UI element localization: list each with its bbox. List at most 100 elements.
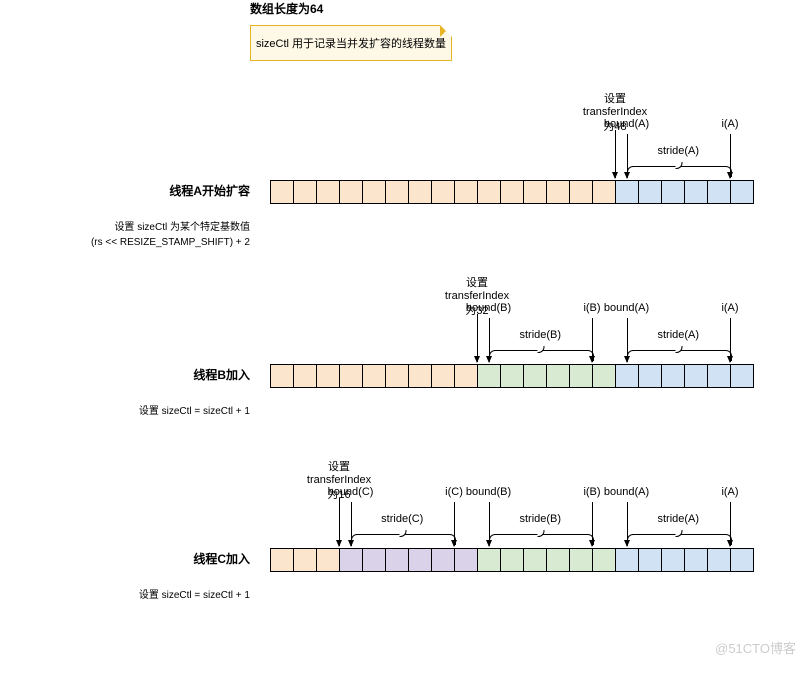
section: 线程A开始扩容设置 sizeCtl 为某个特定基数值(rs << RESIZE_… — [20, 20, 786, 244]
cell — [707, 180, 731, 204]
stride-brace — [351, 534, 457, 545]
cell — [316, 364, 340, 388]
cell — [293, 548, 317, 572]
stride-label: stride(A) — [657, 145, 699, 157]
pointer-label: bound(A) — [604, 118, 649, 130]
row-label: 线程A开始扩容 — [20, 182, 250, 199]
cell — [477, 364, 501, 388]
cell — [270, 548, 294, 572]
stride-brace — [627, 534, 733, 545]
cell — [592, 180, 616, 204]
cell — [339, 364, 363, 388]
cell — [546, 180, 570, 204]
arrow — [339, 498, 340, 546]
row-sublabel: 设置 sizeCtl = sizeCtl + 1 — [20, 398, 250, 417]
section: 线程B加入设置 sizeCtl = sizeCtl + 1设置 transfer… — [20, 274, 786, 428]
array-cells — [270, 180, 754, 204]
cell — [385, 364, 409, 388]
array-cells — [270, 364, 754, 388]
row-label: 线程C加入 — [20, 550, 250, 567]
cell — [454, 180, 478, 204]
cell — [730, 548, 754, 572]
cell — [431, 548, 455, 572]
cell — [408, 364, 432, 388]
cell — [362, 364, 386, 388]
cell — [316, 548, 340, 572]
cell — [615, 364, 639, 388]
cell — [385, 548, 409, 572]
cell — [431, 180, 455, 204]
pointer-label: i(B) — [583, 486, 600, 498]
array-cells — [270, 548, 754, 572]
stride-label: stride(C) — [381, 513, 423, 525]
cell — [500, 548, 524, 572]
cell — [638, 364, 662, 388]
row-sublabel: 设置 sizeCtl 为某个特定基数值(rs << RESIZE_STAMP_S… — [20, 214, 250, 248]
title: 数组长度为64 — [250, 0, 323, 17]
row-label: 线程B加入 — [20, 366, 250, 383]
stride-label: stride(B) — [519, 329, 561, 341]
pointer-label: i(B) — [583, 302, 600, 314]
pointer-label: bound(A) — [604, 302, 649, 314]
cell — [684, 364, 708, 388]
cell — [316, 180, 340, 204]
cell — [707, 364, 731, 388]
cell — [477, 180, 501, 204]
section: 线程C加入设置 sizeCtl = sizeCtl + 1设置 transfer… — [20, 458, 786, 612]
cell — [523, 364, 547, 388]
cell — [615, 180, 639, 204]
cell — [615, 548, 639, 572]
cell — [684, 548, 708, 572]
cell — [638, 180, 662, 204]
cell — [408, 548, 432, 572]
cell — [569, 180, 593, 204]
cell — [270, 364, 294, 388]
cell — [270, 180, 294, 204]
cell — [293, 180, 317, 204]
pointer-label: bound(C) — [328, 486, 374, 498]
pointer-label: i(A) — [721, 118, 738, 130]
stride-label: stride(B) — [519, 513, 561, 525]
cell — [546, 548, 570, 572]
cell — [339, 180, 363, 204]
cell — [454, 364, 478, 388]
pointer-label: bound(A) — [604, 486, 649, 498]
cell — [592, 548, 616, 572]
cell — [500, 364, 524, 388]
cell — [661, 548, 685, 572]
cell — [523, 548, 547, 572]
cell — [431, 364, 455, 388]
cell — [339, 548, 363, 572]
cell — [707, 548, 731, 572]
diagram-root: 数组长度为64sizeCtl 用于记录当并发扩容的线程数量线程A开始扩容设置 s… — [20, 20, 786, 612]
cell — [546, 364, 570, 388]
stride-brace — [489, 534, 595, 545]
stride-label: stride(A) — [657, 329, 699, 341]
cell — [408, 180, 432, 204]
pointer-label: bound(B) — [466, 302, 511, 314]
cell — [362, 548, 386, 572]
cell — [592, 364, 616, 388]
pointer-label: i(A) — [721, 302, 738, 314]
cell — [385, 180, 409, 204]
cell — [293, 364, 317, 388]
cell — [523, 180, 547, 204]
cell — [362, 180, 386, 204]
row-sublabel: 设置 sizeCtl = sizeCtl + 1 — [20, 582, 250, 601]
pointer-label: i(C) — [445, 486, 463, 498]
cell — [569, 364, 593, 388]
cell — [661, 364, 685, 388]
stride-brace — [627, 350, 733, 361]
watermark: @51CTO博客 — [715, 638, 796, 657]
stride-brace — [489, 350, 595, 361]
cell — [569, 548, 593, 572]
arrow — [477, 314, 478, 362]
cell — [477, 548, 501, 572]
cell — [730, 364, 754, 388]
stride-label: stride(A) — [657, 513, 699, 525]
cell — [684, 180, 708, 204]
arrow — [615, 130, 616, 178]
pointer-label: bound(B) — [466, 486, 511, 498]
cell — [500, 180, 524, 204]
cell — [638, 548, 662, 572]
